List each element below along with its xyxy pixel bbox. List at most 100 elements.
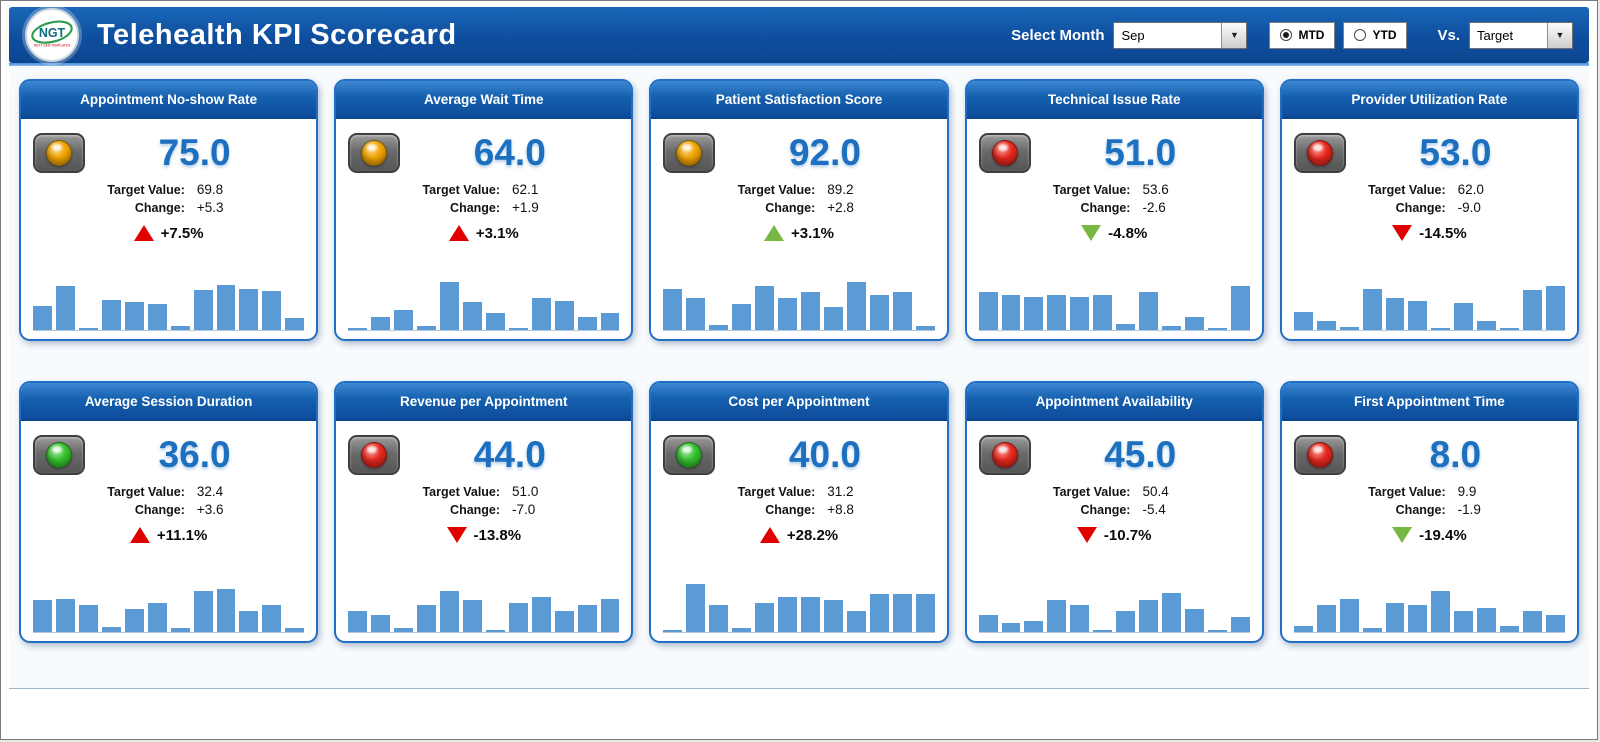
trend-sparkline [1293, 269, 1566, 331]
target-value: 53.6 [1142, 182, 1169, 197]
trend-arrow-icon [759, 527, 780, 543]
status-light [978, 133, 1031, 173]
sparkline-bar [1185, 608, 1204, 632]
radio-mtd[interactable]: MTD [1269, 21, 1336, 49]
target-value: 51.0 [512, 484, 539, 499]
trend-row: -10.7% [979, 521, 1250, 549]
month-dropdown-value: Sep [1121, 27, 1145, 43]
header-accent-line [9, 63, 1589, 66]
sparkline-bar [1500, 625, 1520, 632]
radio-ytd-dot-icon [1354, 29, 1367, 41]
header-controls: Select Month Sep ▼ MTD YTD Vs. Target ▼ [1011, 21, 1573, 49]
kpi-value: 40.0 [715, 434, 934, 476]
kpi-grid: Appointment No-show Rate 75.0 Target Val… [9, 66, 1589, 689]
target-value: 50.4 [1142, 484, 1169, 499]
sparkline-bar [801, 596, 820, 632]
change-label: Change: [134, 200, 185, 215]
sparkline-bar [732, 628, 752, 632]
sparkline-bar [170, 326, 190, 330]
status-light-bulb-icon [361, 442, 388, 468]
month-dropdown[interactable]: Sep ▼ [1113, 21, 1248, 49]
kpi-card: Technical Issue Rate 51.0 Target Value: … [964, 79, 1264, 341]
trend-sparkline [348, 269, 620, 331]
target-label: Target Value: [107, 182, 185, 197]
month-dropdown-arrow-icon[interactable]: ▼ [1221, 22, 1247, 48]
sparkline-bar [1454, 611, 1474, 632]
trend-percent: -4.8% [1108, 224, 1148, 242]
kpi-card-title-text: Appointment Availability [1035, 393, 1193, 409]
change-label: Change: [1080, 200, 1131, 215]
sparkline-bar [1093, 294, 1113, 330]
vs-dropdown[interactable]: Target ▼ [1469, 21, 1573, 49]
sparkline-bar [1477, 607, 1497, 632]
sparkline-bar [216, 284, 236, 330]
change-row: Change: +1.9 [348, 200, 619, 215]
sparkline-bar [394, 310, 413, 330]
sparkline-bar [1316, 605, 1336, 632]
kpi-card: Revenue per Appointment 44.0 Target Valu… [334, 381, 634, 643]
sparkline-bar [1431, 590, 1451, 632]
trend-arrow-icon [133, 225, 154, 241]
trend-row: -13.8% [348, 521, 619, 549]
kpi-card-title-text: Revenue per Appointment [400, 393, 568, 409]
kpi-card-body: 92.0 Target Value: 89.2 Change: +2.8 +3.… [651, 119, 946, 339]
target-value: 69.8 [196, 182, 224, 197]
change-value: -7.0 [512, 502, 536, 517]
kpi-card: First Appointment Time 8.0 Target Value:… [1279, 381, 1579, 643]
sparkline-bar [755, 286, 775, 330]
period-toggle-group: MTD YTD [1269, 21, 1408, 49]
sparkline-bar [1116, 323, 1136, 330]
kpi-top-row: 36.0 [33, 429, 304, 481]
kpi-card: Provider Utilization Rate 53.0 Target Va… [1279, 79, 1579, 341]
sparkline-bar [1116, 611, 1136, 632]
status-light [33, 435, 85, 475]
status-light-bulb-icon [46, 442, 72, 468]
trend-percent: +11.1% [156, 526, 208, 544]
kpi-card-body: 75.0 Target Value: 69.8 Change: +5.3 +7.… [21, 119, 316, 339]
vs-dropdown-arrow-icon[interactable]: ▼ [1547, 22, 1572, 48]
kpi-card-body: 45.0 Target Value: 50.4 Change: -5.4 -10… [967, 421, 1262, 641]
target-row: Target Value: 62.0 [1294, 182, 1565, 197]
trend-percent: +3.1% [791, 224, 834, 242]
trend-percent: +3.1% [475, 224, 519, 242]
sparkline-bar [485, 629, 505, 632]
sparkline-bar [1293, 625, 1313, 632]
kpi-value: 53.0 [1346, 132, 1565, 174]
sparkline-bar [1230, 617, 1250, 632]
kpi-top-row: 45.0 [978, 429, 1250, 481]
sparkline-bar [1230, 286, 1250, 330]
trend-row: +11.1% [33, 521, 304, 549]
kpi-value-text: 75.0 [158, 132, 231, 173]
change-row: Change: -5.4 [979, 502, 1250, 517]
sparkline-bar [33, 600, 52, 632]
sparkline-bar [1047, 600, 1067, 632]
sparkline-bar [285, 317, 305, 330]
kpi-value-text: 53.0 [1419, 132, 1492, 173]
kpi-top-row: 44.0 [348, 429, 619, 481]
change-value: +3.6 [196, 502, 224, 517]
status-light [33, 133, 85, 173]
sparkline-bar [262, 290, 282, 330]
kpi-card-title: Appointment No-show Rate [21, 81, 317, 119]
kpi-value-text: 40.0 [788, 434, 861, 475]
sparkline-bar [978, 292, 998, 330]
sparkline-bar [801, 292, 820, 330]
kpi-top-row: 64.0 [348, 127, 619, 179]
sparkline-bar [439, 590, 459, 632]
radio-ytd[interactable]: YTD [1343, 21, 1408, 49]
change-value: +2.8 [827, 200, 854, 215]
sparkline-bar [1207, 629, 1227, 632]
change-label: Change: [450, 502, 501, 517]
change-value: -5.4 [1142, 502, 1166, 517]
vs-label: Vs. [1437, 26, 1460, 44]
sparkline-bar [1070, 605, 1090, 632]
trend-sparkline [663, 269, 935, 331]
trend-percent: -19.4% [1419, 526, 1467, 544]
kpi-card-body: 64.0 Target Value: 62.1 Change: +1.9 +3.… [336, 119, 631, 339]
kpi-value: 51.0 [1031, 132, 1250, 174]
sparkline-bar [147, 602, 167, 632]
target-row: Target Value: 50.4 [979, 484, 1250, 499]
sparkline-bar [216, 589, 236, 632]
trend-arrow-icon [129, 527, 150, 543]
